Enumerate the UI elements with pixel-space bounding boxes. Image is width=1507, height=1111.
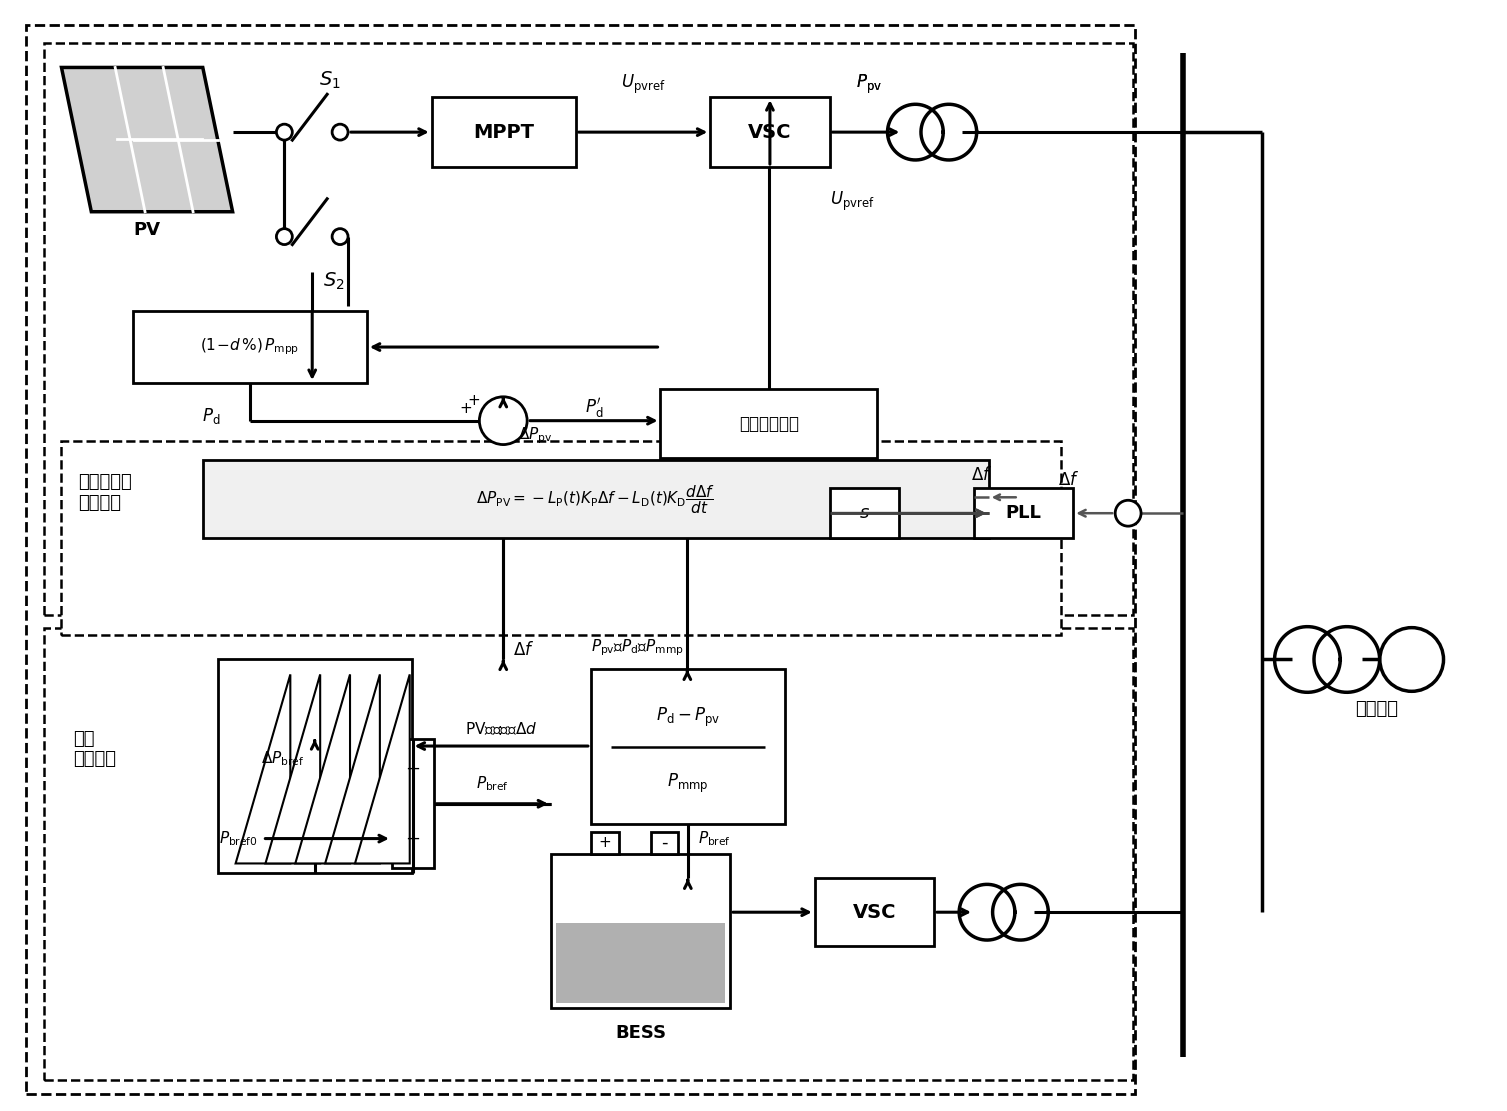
- Polygon shape: [326, 674, 380, 863]
- Text: $P_{\rm bref}$: $P_{\rm bref}$: [476, 774, 509, 793]
- Polygon shape: [62, 68, 232, 212]
- Circle shape: [479, 397, 527, 444]
- Circle shape: [332, 124, 348, 140]
- Text: $P_{\rm bref}$: $P_{\rm bref}$: [698, 829, 731, 848]
- Text: PV: PV: [134, 221, 161, 239]
- Text: $U_{\rm pvref}$: $U_{\rm pvref}$: [830, 190, 874, 213]
- Text: $s$: $s$: [859, 504, 870, 522]
- Text: +: +: [598, 835, 612, 850]
- Bar: [974, 489, 1073, 538]
- Text: VSC: VSC: [747, 122, 791, 141]
- Text: 交流电网: 交流电网: [1355, 700, 1398, 718]
- Text: 有功备用算法: 有功备用算法: [738, 414, 799, 432]
- Text: BESS: BESS: [615, 1023, 666, 1042]
- Text: +: +: [405, 760, 420, 778]
- Text: $P_{\rm pv}$: $P_{\rm pv}$: [856, 72, 883, 96]
- Text: $\Delta f$: $\Delta f$: [971, 467, 992, 484]
- Bar: [431, 98, 576, 167]
- Polygon shape: [295, 674, 350, 863]
- Text: $\Delta P_{\rm bref}$: $\Delta P_{\rm bref}$: [261, 750, 304, 769]
- Text: $P_{\rm bref0}$: $P_{\rm bref0}$: [219, 829, 258, 848]
- Bar: [815, 879, 934, 947]
- Text: MPPT: MPPT: [473, 122, 535, 141]
- Bar: [62, 441, 1061, 634]
- Text: PLL: PLL: [1005, 504, 1041, 522]
- Circle shape: [276, 229, 292, 244]
- Polygon shape: [356, 674, 410, 863]
- Text: 光储
模糊协调: 光储 模糊协调: [74, 730, 116, 769]
- Text: VSC: VSC: [853, 903, 897, 922]
- Text: $S_2$: $S_2$: [324, 271, 345, 292]
- Text: +: +: [405, 830, 420, 848]
- Bar: [133, 311, 366, 383]
- Bar: [203, 460, 989, 538]
- Text: +: +: [460, 401, 472, 417]
- Bar: [651, 832, 678, 853]
- Bar: [392, 739, 434, 869]
- Bar: [552, 853, 729, 1008]
- Bar: [556, 923, 725, 1003]
- Bar: [660, 389, 877, 459]
- Bar: [44, 42, 1133, 614]
- Text: $P_{\rm d}'$: $P_{\rm d}'$: [585, 396, 603, 420]
- Text: $P_{\rm d}-P_{\rm pv}$: $P_{\rm d}-P_{\rm pv}$: [656, 705, 720, 729]
- Bar: [710, 98, 830, 167]
- Polygon shape: [265, 674, 319, 863]
- Text: $\Delta f$: $\Delta f$: [1058, 471, 1081, 489]
- Circle shape: [332, 229, 348, 244]
- Text: $U_{\rm pvref}$: $U_{\rm pvref}$: [621, 72, 666, 96]
- Text: $\Delta f$: $\Delta f$: [514, 641, 535, 659]
- Bar: [26, 24, 1135, 1094]
- Text: $P_{\rm pv}$、$P_{\rm d}$、$P_{\rm mmp}$: $P_{\rm pv}$、$P_{\rm d}$、$P_{\rm mmp}$: [591, 638, 684, 658]
- Text: $P_{\rm mmp}$: $P_{\rm mmp}$: [668, 772, 708, 795]
- Text: $S_1$: $S_1$: [319, 70, 341, 91]
- Text: -: -: [662, 833, 668, 851]
- Text: $(1\!-\!d\,\%)\,P_{\rm mpp}$: $(1\!-\!d\,\%)\,P_{\rm mpp}$: [200, 337, 300, 358]
- Bar: [591, 832, 619, 853]
- Bar: [591, 670, 785, 823]
- Bar: [830, 489, 900, 538]
- Circle shape: [1380, 628, 1444, 691]
- Circle shape: [276, 124, 292, 140]
- Bar: [217, 660, 411, 873]
- Text: $\Delta P_{\rm PV}=-L_{\rm P}(t)K_{\rm P}\Delta f-L_{\rm D}(t)K_{\rm D}\dfrac{d\: $\Delta P_{\rm PV}=-L_{\rm P}(t)K_{\rm P…: [476, 483, 716, 516]
- Text: $P_{\rm d}$: $P_{\rm d}$: [202, 406, 220, 426]
- Text: 自适应有功
备用调频: 自适应有功 备用调频: [78, 473, 133, 512]
- Bar: [44, 628, 1133, 1080]
- Circle shape: [1115, 500, 1141, 527]
- Polygon shape: [235, 674, 291, 863]
- Text: $P_{\rm pv}$: $P_{\rm pv}$: [856, 72, 883, 96]
- Text: PV减载变化$\Delta d$: PV减载变化$\Delta d$: [466, 721, 538, 738]
- Text: +: +: [467, 393, 479, 408]
- Text: $\Delta P_{\rm pv}$: $\Delta P_{\rm pv}$: [518, 426, 553, 446]
